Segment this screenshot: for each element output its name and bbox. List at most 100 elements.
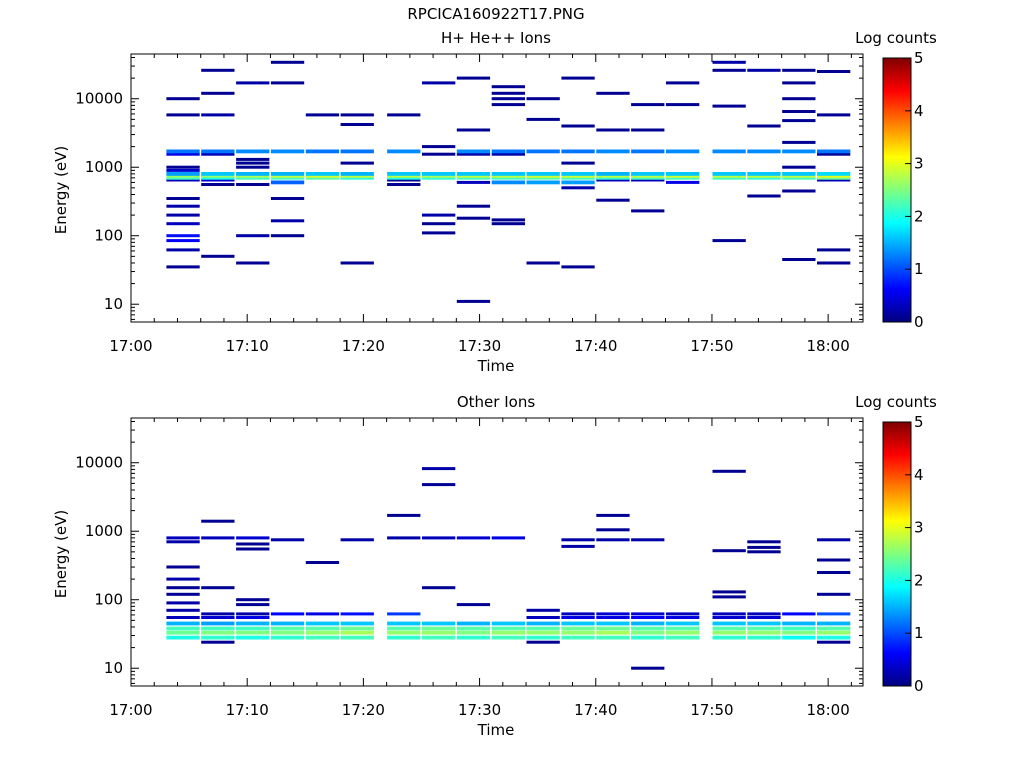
heatmap-cell <box>387 172 421 176</box>
heatmap-cell <box>782 626 816 631</box>
heatmap-cell <box>270 612 305 616</box>
heatmap-cell <box>491 630 525 635</box>
heatmap-cell <box>782 119 816 123</box>
heatmap-cell <box>631 538 665 542</box>
heatmap-cell <box>561 538 595 542</box>
heatmap-cell <box>526 149 560 154</box>
colorbar-tick-label: 3 <box>914 155 924 173</box>
heatmap-cell <box>561 149 595 154</box>
heatmap-cell <box>456 216 491 220</box>
heatmap-cell <box>387 183 421 186</box>
heatmap-cell <box>201 536 235 540</box>
heatmap-cell <box>596 175 630 180</box>
heatmap-cell <box>166 175 200 180</box>
colorbar-label: Log counts <box>855 29 937 47</box>
heatmap-cell <box>712 590 746 594</box>
heatmap-cell <box>782 149 816 154</box>
x-axis: 17:00 17:10 17:20 17:30 17:40 17:50 18:00 <box>109 418 852 719</box>
heatmap-cell <box>305 172 340 176</box>
heatmap-cell <box>201 519 235 523</box>
heatmap-cell <box>270 81 305 85</box>
heatmap-cell <box>270 626 305 631</box>
heatmap-cell <box>712 595 746 599</box>
heatmap-cell <box>747 545 781 549</box>
heatmap-cell <box>166 97 200 101</box>
x-axis-label: Time <box>477 357 515 375</box>
heatmap-cell <box>712 635 746 640</box>
heatmap-cell <box>456 175 491 180</box>
heatmap-cell <box>236 616 270 619</box>
heatmap-cell <box>782 258 816 261</box>
heatmap-cell <box>387 626 421 631</box>
heatmap-cell <box>166 536 200 540</box>
heatmap-cell <box>782 630 816 635</box>
heatmap-cell <box>422 213 456 217</box>
heatmap-cell <box>666 621 700 626</box>
heatmap-cell <box>456 128 491 132</box>
heatmap-cell <box>817 261 851 265</box>
heatmap-cell <box>340 635 374 640</box>
heatmap-cell <box>817 538 851 542</box>
heatmap-cell <box>666 616 700 619</box>
heatmap-cell <box>666 635 700 640</box>
heatmap-cell <box>712 612 746 616</box>
y-axis: 10 100 1000 10000 <box>75 421 863 684</box>
heatmap-cell <box>491 626 525 631</box>
heatmap-cell <box>201 621 235 626</box>
heatmap-cell <box>166 626 200 631</box>
heatmap-cell <box>631 178 665 182</box>
heatmap-cell <box>201 152 235 156</box>
heatmap-cell <box>631 630 665 635</box>
heatmap-cell <box>305 630 340 635</box>
heatmap-cell <box>166 152 200 156</box>
x-tick-label: 17:50 <box>690 337 733 355</box>
heatmap-cell <box>305 635 340 640</box>
heatmap-cell <box>387 178 421 182</box>
y-tick-label: 100 <box>94 227 123 245</box>
colorbar-tick-label: 5 <box>914 413 924 431</box>
heatmap-cell <box>561 621 595 626</box>
y-axis-label: Energy (eV) <box>52 146 70 234</box>
heatmap-cell <box>782 635 816 640</box>
x-axis-label: Time <box>477 721 515 739</box>
heatmap-cell <box>340 161 374 165</box>
heatmap-cell <box>236 183 270 186</box>
heatmap-cell <box>491 175 525 180</box>
y-tick-label: 10 <box>104 295 123 313</box>
heatmap-cell <box>782 81 816 85</box>
heatmap-cell <box>166 577 200 581</box>
heatmap-cell <box>236 149 270 154</box>
heatmap-cell <box>561 76 595 80</box>
heatmap-cell <box>596 635 630 640</box>
heatmap-cell <box>631 175 665 180</box>
heatmap-cell <box>596 612 630 616</box>
heatmap-cell <box>491 222 525 226</box>
heatmap-cell <box>236 630 270 635</box>
heatmap-cell <box>387 149 421 154</box>
heatmap-cell <box>270 197 305 200</box>
heatmap-cell <box>491 149 525 154</box>
heatmap-cell <box>631 666 665 670</box>
colorbar-tick-label: 0 <box>914 313 924 331</box>
heatmap-cell <box>631 172 665 176</box>
heatmap-cell <box>526 635 560 640</box>
heatmap-cell <box>712 68 746 72</box>
heatmap-cell <box>491 621 525 626</box>
heatmap-cell <box>782 97 816 101</box>
heatmap-cell <box>526 97 560 101</box>
heatmap-cell <box>561 180 595 185</box>
heatmap-cell <box>631 128 665 132</box>
heatmap-cell <box>817 592 851 596</box>
heatmap-cell <box>387 621 421 626</box>
heatmap-cell <box>712 239 746 243</box>
x-tick-label: 17:20 <box>342 701 385 719</box>
heatmap-cell <box>270 180 305 185</box>
heatmap-cell <box>166 616 200 619</box>
heatmap-cell <box>422 467 456 471</box>
heatmap-cell <box>561 186 595 190</box>
colorbar-tick-label: 4 <box>914 466 924 484</box>
heatmap-cell <box>166 635 200 640</box>
heatmap-cell <box>456 603 491 607</box>
heatmap-cell <box>270 175 305 180</box>
